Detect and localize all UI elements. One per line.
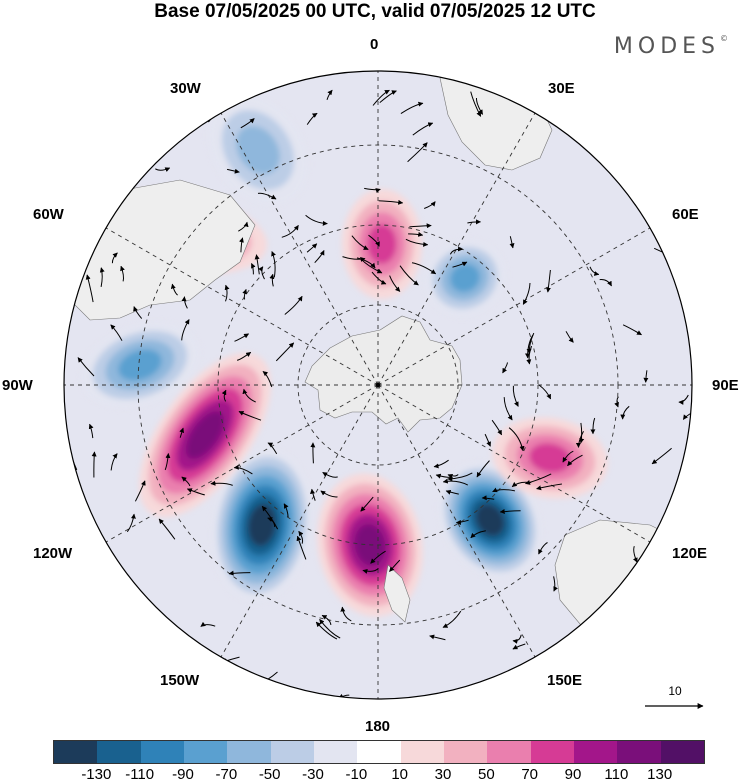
colorbar-segment: [184, 741, 227, 763]
colorbar-segment: [227, 741, 270, 763]
colorbar-tick-label: 10: [391, 766, 408, 783]
lon-label-120w: 120W: [33, 545, 72, 563]
anomaly-atlantic-positive: [342, 189, 422, 299]
colorbar-tick-label: -10: [345, 766, 367, 783]
colorbar-tick-label: 70: [521, 766, 538, 783]
lon-label-60e: 60E: [672, 206, 699, 224]
colorbar-segment: [357, 741, 400, 763]
colorbar-segment: [617, 741, 660, 763]
colorbar-segment: [574, 741, 617, 763]
colorbar-segment: [444, 741, 487, 763]
colorbar-tick-label: -70: [215, 766, 237, 783]
colorbar-segment: [54, 741, 97, 763]
colorbar-tick-label: 30: [435, 766, 452, 783]
colorbar-segment: [97, 741, 140, 763]
lon-label-30w: 30W: [170, 80, 201, 98]
south-pole-marker: [376, 383, 381, 388]
colorbar-tick-label: -130: [81, 766, 111, 783]
colorbar-segment: [141, 741, 184, 763]
colorbar-segment: [661, 741, 704, 763]
colorbar: [53, 740, 705, 764]
lon-label-90e: 90E: [712, 377, 739, 395]
colorbar-tick-label: 130: [647, 766, 672, 783]
colorbar-segment: [271, 741, 314, 763]
lon-label-0: 0: [370, 36, 378, 54]
lon-label-120e: 120E: [672, 545, 707, 563]
australia-land: [555, 520, 700, 660]
colorbar-tick-label: 50: [478, 766, 495, 783]
colorbar-segment: [314, 741, 357, 763]
colorbar-segment: [401, 741, 444, 763]
vector-reference-label: 10: [640, 684, 710, 698]
lon-label-150w: 150W: [160, 672, 199, 690]
colorbar-tick-label: -90: [172, 766, 194, 783]
colorbar-ticks: -130 -110 -90 -70 -50 -30 -10 10 30 50 70 90 110 130: [0, 766, 750, 784]
colorbar-tick-label: -50: [259, 766, 281, 783]
lon-label-60w: 60W: [33, 206, 64, 224]
lon-label-180: 180: [365, 718, 390, 736]
colorbar-tick-label: -110: [125, 766, 154, 783]
colorbar-tick-label: 110: [604, 766, 628, 783]
colorbar-segment: [487, 741, 530, 763]
colorbar-tick-label: 90: [565, 766, 582, 783]
colorbar-segment: [531, 741, 574, 763]
colorbar-tick-label: -30: [302, 766, 324, 783]
lon-label-30e: 30E: [548, 80, 575, 98]
lon-label-150e: 150E: [547, 672, 582, 690]
lon-label-90w: 90W: [2, 377, 33, 395]
